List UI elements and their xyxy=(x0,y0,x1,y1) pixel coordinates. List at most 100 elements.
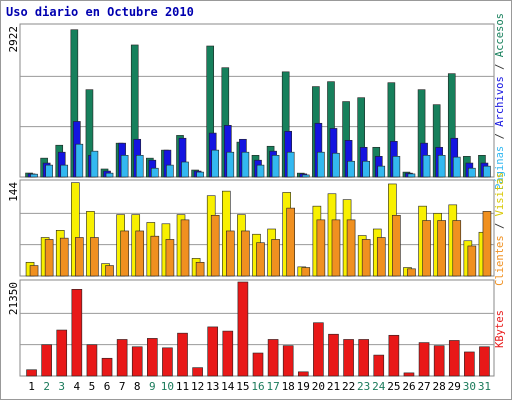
bar xyxy=(207,326,219,377)
bar xyxy=(407,173,416,178)
x-tick-label: 16 xyxy=(251,380,264,393)
bar xyxy=(41,344,52,377)
bar xyxy=(452,220,462,277)
legend: KBytes xyxy=(494,310,506,348)
x-tick-label: 5 xyxy=(89,380,96,393)
x-tick-label: 17 xyxy=(266,380,279,393)
bar xyxy=(241,151,250,178)
bar xyxy=(181,161,189,178)
legend-entry: Clientes xyxy=(494,235,506,286)
bar xyxy=(328,333,339,377)
x-tick-label: 24 xyxy=(372,380,386,393)
x-tick-label: 31 xyxy=(478,380,491,393)
bar xyxy=(297,371,309,377)
legend-entry: Archivos xyxy=(494,76,506,127)
bar xyxy=(226,151,235,178)
bar xyxy=(392,156,401,178)
bar xyxy=(331,219,341,277)
bar xyxy=(286,151,295,178)
bar xyxy=(192,367,203,377)
legend-separator: / xyxy=(494,57,506,76)
bar xyxy=(135,154,144,178)
bar xyxy=(301,174,310,178)
legend: Páginas / Archivos / Accesos xyxy=(494,13,506,190)
bar xyxy=(361,239,371,277)
legend-entry: Accesos xyxy=(494,13,506,57)
bar xyxy=(256,242,265,277)
bar xyxy=(418,342,430,377)
x-tick-label: 18 xyxy=(282,380,295,393)
bar xyxy=(26,369,37,377)
bar xyxy=(448,340,460,377)
bar xyxy=(252,352,264,377)
legend-separator: / xyxy=(494,127,506,146)
bar xyxy=(403,372,415,377)
bar xyxy=(282,345,294,377)
bar xyxy=(301,267,311,277)
bar xyxy=(90,237,99,277)
x-tick-label: 6 xyxy=(104,380,111,393)
x-tick-label: 4 xyxy=(74,380,81,393)
bar xyxy=(222,330,234,377)
bar xyxy=(388,334,400,377)
bar xyxy=(377,165,386,178)
x-tick-label: 29 xyxy=(448,380,461,393)
x-tick-label: 2 xyxy=(43,380,50,393)
bar xyxy=(166,164,174,178)
bar xyxy=(226,230,235,277)
bar xyxy=(316,219,326,277)
x-tick-label: 30 xyxy=(463,380,476,393)
bar xyxy=(75,237,84,277)
bar xyxy=(105,265,114,277)
x-tick-label: 8 xyxy=(134,380,141,393)
bar xyxy=(86,344,98,377)
y-tick-label: 21350 xyxy=(7,282,20,315)
x-tick-label: 25 xyxy=(387,380,400,393)
bar xyxy=(467,245,477,277)
bar xyxy=(362,160,370,178)
bar xyxy=(75,143,84,178)
x-tick-label: 11 xyxy=(176,380,189,393)
x-tick-label: 28 xyxy=(433,380,446,393)
bar xyxy=(437,154,446,178)
bar xyxy=(90,150,99,178)
bar xyxy=(468,167,476,178)
bar xyxy=(165,239,175,277)
bar xyxy=(29,265,39,277)
legend-entry: KBytes xyxy=(494,310,506,348)
x-tick-label: 27 xyxy=(417,380,430,393)
bar xyxy=(30,173,38,178)
chart-title: Uso diario en Octubre 2010 xyxy=(6,5,194,19)
x-tick-label: 21 xyxy=(327,380,340,393)
bar xyxy=(44,239,54,277)
bar xyxy=(147,338,158,377)
x-tick-label: 26 xyxy=(402,380,415,393)
bar xyxy=(105,172,114,178)
x-tick-label: 7 xyxy=(119,380,126,393)
bar xyxy=(256,164,265,178)
x-tick-label: 15 xyxy=(236,380,249,393)
bar xyxy=(271,154,280,178)
bar xyxy=(56,329,68,377)
bar xyxy=(346,219,356,277)
bar xyxy=(358,339,369,377)
bar xyxy=(313,322,324,377)
bar xyxy=(332,152,340,178)
x-tick-label: 23 xyxy=(357,380,370,393)
bar xyxy=(241,230,250,277)
x-tick-label: 19 xyxy=(297,380,310,393)
x-tick-label: 14 xyxy=(221,380,235,393)
bar xyxy=(211,149,220,178)
bar xyxy=(407,268,416,277)
x-tick-label: 12 xyxy=(191,380,204,393)
bar xyxy=(60,164,69,178)
bar xyxy=(452,156,461,178)
bar xyxy=(482,211,492,277)
bar xyxy=(479,346,490,377)
bar xyxy=(373,354,385,377)
bar xyxy=(237,281,249,377)
bar xyxy=(131,346,143,377)
bar xyxy=(422,154,431,178)
y-tick-label: 144 xyxy=(7,182,20,202)
bar xyxy=(422,220,431,277)
